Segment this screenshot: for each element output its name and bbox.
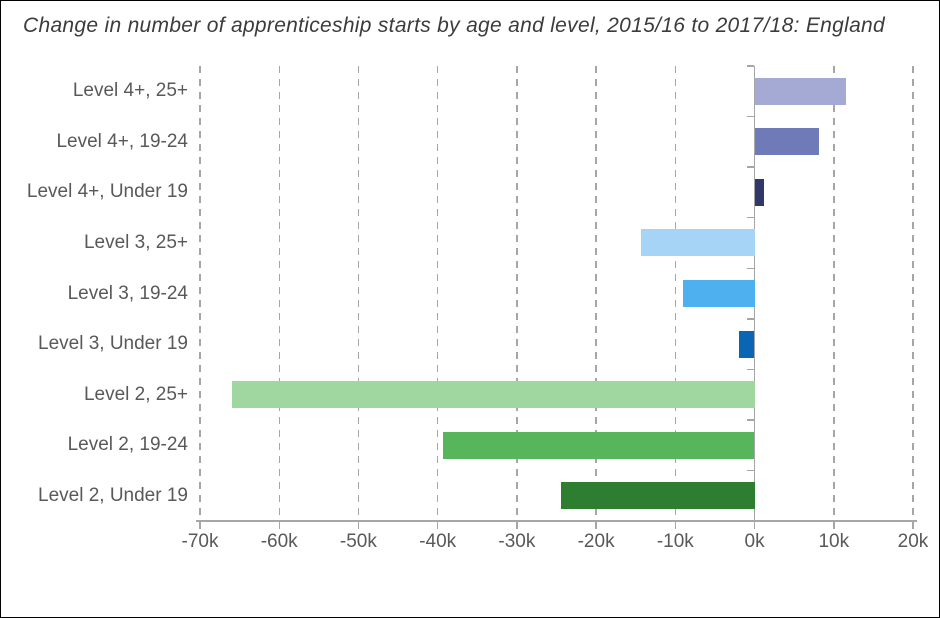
bar bbox=[443, 431, 755, 459]
category-tick bbox=[746, 318, 754, 320]
x-axis-tick bbox=[357, 521, 360, 529]
x-axis-tick bbox=[674, 521, 677, 529]
y-axis-label: Level 2, 25+ bbox=[83, 383, 188, 405]
category-tick bbox=[746, 65, 754, 67]
x-axis-tick-label: 20k bbox=[897, 531, 929, 552]
bar bbox=[683, 280, 755, 307]
y-axis-label: Level 4+, 19-24 bbox=[56, 130, 188, 152]
x-axis-tick bbox=[436, 521, 439, 529]
bar bbox=[641, 229, 755, 257]
x-axis-tick bbox=[199, 521, 201, 529]
x-axis-tick-label: 0k bbox=[744, 531, 765, 552]
bar bbox=[754, 178, 765, 206]
x-axis-tick-label: -70k bbox=[181, 531, 219, 552]
x-axis-tick-label: -50k bbox=[339, 531, 377, 552]
category-tick bbox=[746, 469, 754, 472]
gridline bbox=[199, 66, 201, 518]
category-tick bbox=[746, 216, 754, 219]
gridline bbox=[912, 66, 914, 518]
gridline bbox=[595, 66, 597, 518]
x-axis-tick bbox=[516, 521, 518, 529]
chart-title: Change in number of apprenticeship start… bbox=[23, 14, 886, 37]
x-axis-tick-label: 10k bbox=[818, 531, 850, 552]
bar bbox=[231, 381, 755, 409]
category-tick bbox=[746, 115, 754, 118]
y-axis-label: Level 4+, Under 19 bbox=[26, 181, 188, 203]
y-axis-label: Level 4+, 25+ bbox=[72, 80, 188, 102]
y-axis-label: Level 3, 19-24 bbox=[67, 282, 188, 304]
x-axis-tick-label: -20k bbox=[577, 531, 615, 552]
y-axis-label: Level 2, Under 19 bbox=[38, 484, 188, 506]
y-axis-label: Level 3, 25+ bbox=[83, 231, 188, 253]
y-axis-label: Level 2, 19-24 bbox=[67, 434, 188, 456]
x-axis-tick-label: -10k bbox=[656, 531, 694, 552]
gridline bbox=[357, 66, 360, 518]
category-tick bbox=[746, 368, 754, 371]
x-axis-tick bbox=[278, 521, 280, 529]
x-axis-tick bbox=[595, 521, 597, 529]
category-tick bbox=[746, 166, 754, 168]
gridline bbox=[278, 66, 280, 518]
bar bbox=[754, 77, 846, 105]
bar bbox=[738, 330, 755, 358]
y-axis-label: Level 3, Under 19 bbox=[38, 333, 188, 355]
category-tick bbox=[746, 267, 754, 269]
gridline bbox=[833, 66, 835, 518]
gridline bbox=[516, 66, 518, 518]
x-axis-line bbox=[196, 520, 917, 522]
bar bbox=[754, 128, 819, 156]
bar bbox=[560, 482, 755, 510]
gridline bbox=[674, 66, 677, 518]
x-axis-tick-label: -40k bbox=[419, 531, 457, 552]
x-axis-tick-label: -30k bbox=[498, 531, 536, 552]
x-axis-tick-label: -60k bbox=[260, 531, 298, 552]
gridline bbox=[436, 66, 439, 518]
category-tick bbox=[746, 419, 754, 421]
x-axis-tick bbox=[833, 521, 835, 529]
x-axis-tick bbox=[912, 521, 914, 529]
x-axis-tick bbox=[753, 521, 756, 529]
